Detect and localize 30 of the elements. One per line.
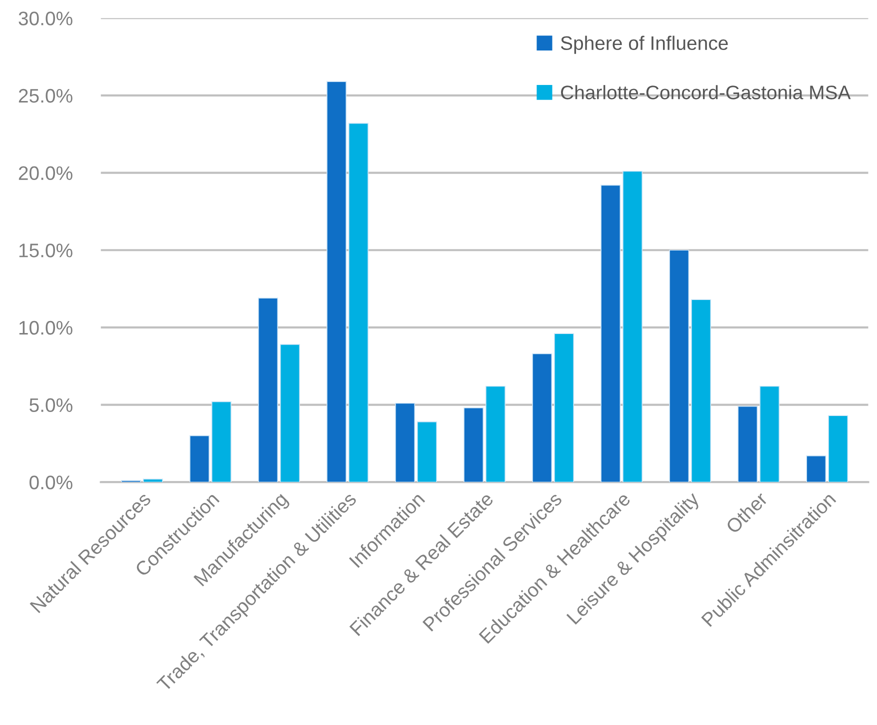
bar [622,170,643,482]
bar [760,386,780,482]
y-tick-label: 20.0% [18,166,72,180]
bar [326,81,347,482]
legend-label: Charlotte-Concord-Gastonia MSA [561,85,851,100]
bar [190,435,210,482]
bar [532,353,552,482]
y-tick-label: 15.0% [19,244,72,258]
y-tick-label: 25.0% [18,88,72,103]
legend-label: Sphere of Influence [560,36,728,54]
bar [142,478,163,482]
bar [485,386,506,482]
bar [669,250,690,482]
bar [416,421,437,482]
bar [806,455,826,482]
bar [395,402,416,482]
y-tick-label: 10.0% [19,320,72,335]
bar [600,184,621,482]
bar [280,344,300,482]
bar [828,415,848,482]
bar [554,333,574,482]
bar [348,122,368,482]
y-tick-label: 30.0% [18,12,72,26]
bar [464,407,484,482]
y-tick-label: 5.0% [30,398,72,412]
bar [211,401,232,482]
bar [691,299,712,482]
y-tick-label: 0.0% [30,476,72,490]
bar [258,298,278,482]
bar [738,406,758,482]
